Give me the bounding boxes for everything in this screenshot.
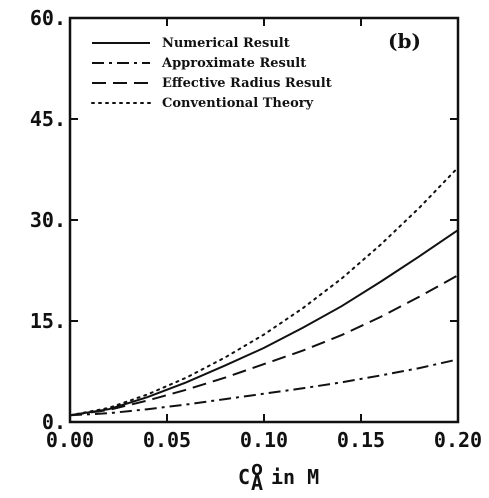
plot-frame [68,16,460,424]
x-tick-label: 0.10 [240,428,288,452]
x-tick-label: 0.00 [46,428,94,452]
legend-label: Numerical Result [162,36,290,51]
curves-layer [69,166,459,417]
x-title-suffix: in M [271,465,319,489]
y-tick-label: 30. [30,208,66,232]
x-tick-label: 0.20 [434,428,482,452]
panel-label: (b) [388,29,421,53]
x-title-subscript: A [251,471,263,495]
legend: Numerical Result Approximate Result Effect… [91,36,332,111]
series-line-conventional-theory [69,166,459,417]
y-tick-label: 0. [42,410,66,434]
legend-label: Approximate Result [161,56,306,71]
y-tick-label: 60. [30,6,66,30]
legend-label: Conventional Theory [162,96,314,111]
x-tick-label: 0.05 [143,428,191,452]
series-line-numerical-result [69,229,459,417]
y-tick-label: 15. [30,309,66,333]
x-tick-label: 0.15 [337,428,385,452]
y-tick-label: 45. [30,107,66,131]
x-title-symbol: C [238,465,250,489]
legend-label: Effective Radius Result [162,76,332,91]
series-line-approximate-result [69,358,459,417]
ticks-layer: 0.00 0.05 0.10 0.15 0.20 0. 15. 30. 45. 60. [30,6,482,452]
x-title-superscript: o [251,456,263,480]
series-line-effective-radius-result [69,274,459,417]
